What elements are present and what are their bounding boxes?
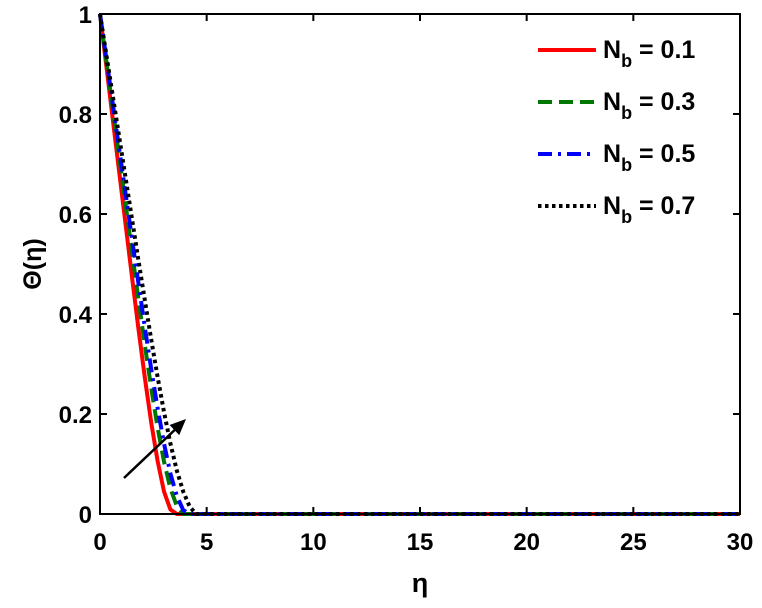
- x-tick-label: 30: [727, 529, 754, 556]
- legend-entry-label: Nb = 0.7: [603, 192, 695, 227]
- y-tick-label: 0.2: [59, 402, 92, 429]
- series-line-2: [98, 13, 740, 516]
- ticks-layer: 0 5 10 15 20 25 30 0 0.2 0.4 0.6 0.8 1: [59, 2, 754, 556]
- x-tick-label: 10: [300, 529, 327, 556]
- increase-arrow-head-icon: [169, 419, 186, 436]
- legend-entry-label: Nb = 0.5: [603, 140, 695, 175]
- legend-entry-label: Nb = 0.1: [603, 36, 695, 71]
- y-tick-label: 0: [79, 502, 92, 529]
- legend: Nb = 0.1 Nb = 0.3 Nb = 0.5 Nb = 0.7: [538, 36, 695, 227]
- y-tick-label: 0.8: [59, 102, 92, 129]
- y-tick-label: 1: [79, 2, 92, 29]
- legend-entry-label: Nb = 0.3: [603, 88, 695, 123]
- x-tick-label: 20: [513, 529, 540, 556]
- y-axis-label: Θ(η): [19, 238, 47, 289]
- x-axis-label: η: [412, 568, 429, 598]
- y-tick-label: 0.6: [59, 202, 92, 229]
- x-tick-label: 15: [407, 529, 434, 556]
- x-tick-label: 0: [93, 529, 106, 556]
- x-tick-label: 25: [620, 529, 647, 556]
- annotation-layer: [123, 419, 186, 479]
- y-tick-label: 0.4: [59, 302, 93, 329]
- increase-arrow-icon: [123, 423, 182, 479]
- x-tick-label: 5: [200, 529, 213, 556]
